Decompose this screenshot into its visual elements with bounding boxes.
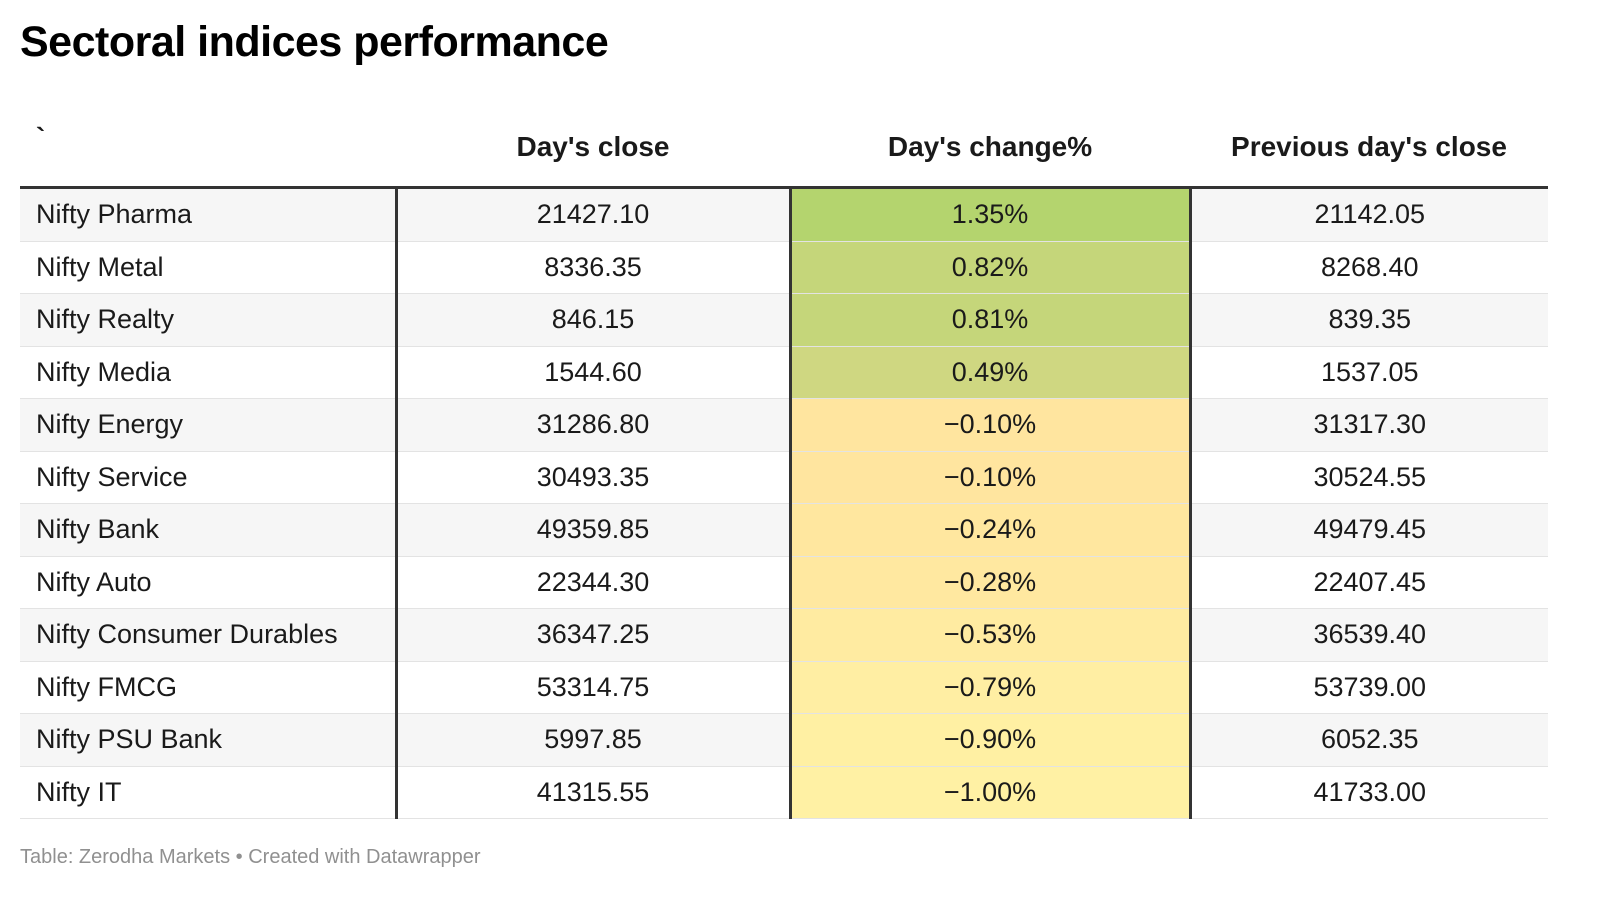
- row-previous-cell: 31317.30: [1190, 398, 1548, 452]
- row-name-cell: Nifty Auto: [20, 556, 398, 609]
- header-row: ` Day's close Day's change% Previous day…: [20, 108, 1548, 189]
- row-close-cell: 8336.35: [396, 241, 792, 294]
- row-previous-cell: 30524.55: [1190, 451, 1548, 504]
- column-header-name: `: [20, 108, 396, 189]
- row-close-cell: 36347.25: [396, 608, 792, 662]
- row-change-cell: −0.53%: [790, 608, 1192, 662]
- footer-credit: Table: Zerodha Markets • Created with Da…: [20, 846, 481, 868]
- row-previous-cell: 1537.05: [1190, 346, 1548, 399]
- row-close-cell: 22344.30: [396, 556, 792, 609]
- row-name-cell: Nifty Consumer Durables: [20, 608, 398, 662]
- row-change-cell: 0.49%: [790, 346, 1192, 399]
- table-row: Nifty Service 30493.35 −0.10% 30524.55: [20, 451, 1548, 504]
- row-close-cell: 21427.10: [396, 187, 792, 242]
- table-row: Nifty PSU Bank 5997.85 −0.90% 6052.35: [20, 713, 1548, 767]
- row-previous-cell: 839.35: [1190, 293, 1548, 347]
- column-header-change: Day's change%: [790, 108, 1190, 189]
- row-name-cell: Nifty Pharma: [20, 187, 398, 242]
- table-row: Nifty Consumer Durables 36347.25 −0.53% 365…: [20, 608, 1548, 662]
- row-close-cell: 5997.85: [396, 713, 792, 767]
- table-row: Nifty Bank 49359.85 −0.24% 49479.45: [20, 503, 1548, 557]
- row-change-cell: −0.10%: [790, 398, 1192, 452]
- row-close-cell: 30493.35: [396, 451, 792, 504]
- table-row: Nifty Energy 31286.80 −0.10% 31317.30: [20, 398, 1548, 452]
- row-change-cell: 0.81%: [790, 293, 1192, 347]
- row-change-cell: −0.90%: [790, 713, 1192, 767]
- row-change-cell: −1.00%: [790, 766, 1192, 819]
- column-header-previous: Previous day's close: [1190, 108, 1548, 189]
- table-row: Nifty Media 1544.60 0.49% 1537.05: [20, 346, 1548, 399]
- row-name-cell: Nifty Realty: [20, 293, 398, 347]
- row-name-cell: Nifty Bank: [20, 503, 398, 557]
- row-name-cell: Nifty PSU Bank: [20, 713, 398, 767]
- row-previous-cell: 41733.00: [1190, 766, 1548, 819]
- row-name-cell: Nifty IT: [20, 766, 398, 819]
- row-name-cell: Nifty Energy: [20, 398, 398, 452]
- row-previous-cell: 53739.00: [1190, 661, 1548, 714]
- row-change-cell: 0.82%: [790, 241, 1192, 294]
- table-row: Nifty FMCG 53314.75 −0.79% 53739.00: [20, 661, 1548, 714]
- row-previous-cell: 21142.05: [1190, 187, 1548, 242]
- row-change-cell: −0.10%: [790, 451, 1192, 504]
- table-row: Nifty Realty 846.15 0.81% 839.35: [20, 293, 1548, 347]
- row-previous-cell: 36539.40: [1190, 608, 1548, 662]
- row-close-cell: 31286.80: [396, 398, 792, 452]
- table-row: Nifty Auto 22344.30 −0.28% 22407.45: [20, 556, 1548, 609]
- row-name-cell: Nifty Service: [20, 451, 398, 504]
- row-close-cell: 49359.85: [396, 503, 792, 557]
- row-close-cell: 1544.60: [396, 346, 792, 399]
- row-previous-cell: 6052.35: [1190, 713, 1548, 767]
- column-header-close: Day's close: [396, 108, 790, 189]
- row-name-cell: Nifty FMCG: [20, 661, 398, 714]
- row-change-cell: −0.24%: [790, 503, 1192, 557]
- row-previous-cell: 49479.45: [1190, 503, 1548, 557]
- row-close-cell: 846.15: [396, 293, 792, 347]
- table-row: Nifty Metal 8336.35 0.82% 8268.40: [20, 241, 1548, 294]
- row-previous-cell: 8268.40: [1190, 241, 1548, 294]
- row-change-cell: −0.28%: [790, 556, 1192, 609]
- row-name-cell: Nifty Metal: [20, 241, 398, 294]
- table-row: Nifty Pharma 21427.10 1.35% 21142.05: [20, 187, 1548, 242]
- table-body: Nifty Pharma 21427.10 1.35% 21142.05 Nifty M…: [20, 187, 1548, 819]
- row-change-cell: −0.79%: [790, 661, 1192, 714]
- row-close-cell: 53314.75: [396, 661, 792, 714]
- table-row: Nifty IT 41315.55 −1.00% 41733.00: [20, 766, 1548, 819]
- row-close-cell: 41315.55: [396, 766, 792, 819]
- chart-title: Sectoral indices performance: [20, 18, 609, 66]
- row-previous-cell: 22407.45: [1190, 556, 1548, 609]
- sector-table: ` Day's close Day's change% Previous day…: [20, 108, 1548, 819]
- row-change-cell: 1.35%: [790, 187, 1192, 242]
- row-name-cell: Nifty Media: [20, 346, 398, 399]
